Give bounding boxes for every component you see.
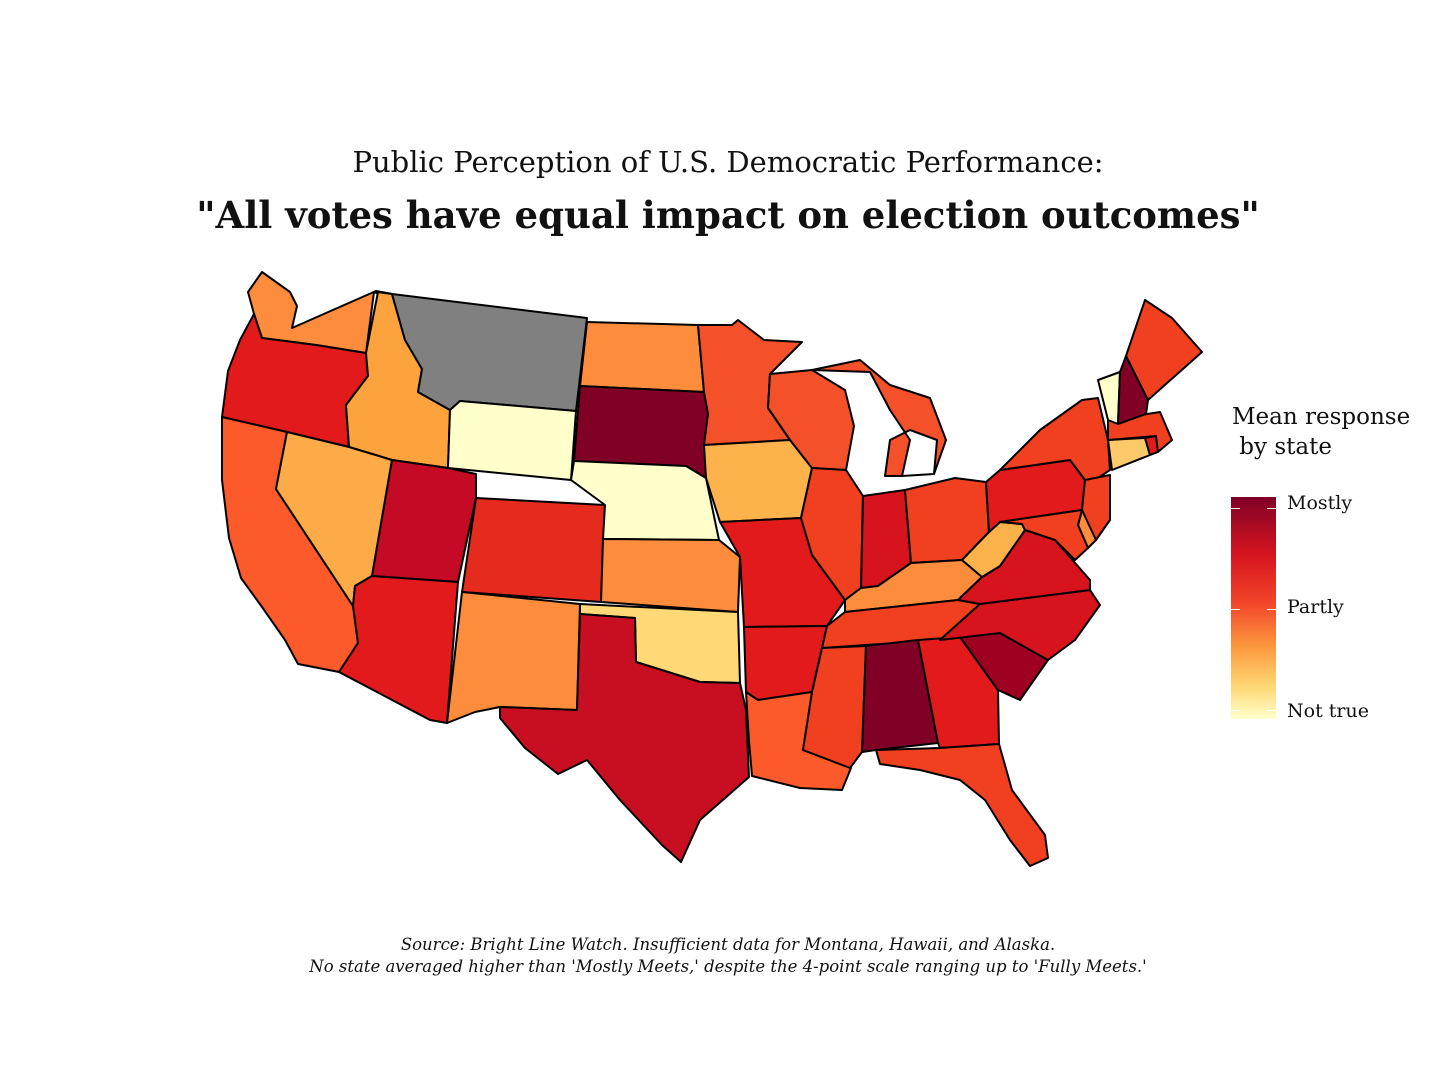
legend-tick-mid bbox=[1231, 609, 1240, 610]
state-IA bbox=[703, 439, 813, 523]
legend-tick-top bbox=[1231, 508, 1240, 509]
state-AZ bbox=[338, 575, 459, 724]
state-CO bbox=[461, 497, 606, 603]
state-KS bbox=[600, 538, 741, 613]
legend-tick-bottom bbox=[1231, 710, 1240, 711]
state-TX bbox=[499, 613, 750, 863]
legend-tick-bottom-right bbox=[1267, 710, 1276, 711]
state-NH bbox=[1117, 355, 1149, 425]
caption-line-2: No state averaged higher than 'Mostly Me… bbox=[309, 957, 1147, 976]
legend-color-bar bbox=[1231, 497, 1276, 719]
legend-tick-top-right bbox=[1267, 508, 1276, 509]
state-ND bbox=[579, 321, 705, 393]
legend-label-mostly: Mostly bbox=[1287, 492, 1353, 514]
state-FL bbox=[875, 743, 1049, 867]
caption-line-1: Source: Bright Line Watch. Insufficient … bbox=[400, 935, 1056, 954]
legend-tick-mid-right bbox=[1267, 609, 1276, 610]
state-MI bbox=[811, 359, 947, 477]
state-LA bbox=[745, 691, 852, 791]
map-title: "All votes have equal impact on election… bbox=[196, 193, 1260, 237]
state-MT bbox=[391, 293, 588, 412]
state-CT bbox=[1107, 437, 1151, 471]
state-MD bbox=[999, 509, 1089, 561]
legend-label-not-true: Not true bbox=[1287, 700, 1369, 722]
map-caption: Source: Bright Line Watch. Insufficient … bbox=[0, 934, 1456, 978]
state-ME bbox=[1125, 299, 1203, 401]
state-NM bbox=[446, 591, 581, 724]
legend-title: Mean response by state bbox=[1232, 404, 1411, 460]
state-AL bbox=[861, 639, 939, 753]
state-WY bbox=[447, 400, 577, 481]
legend-label-partly: Partly bbox=[1287, 596, 1344, 618]
map-subtitle: Public Perception of U.S. Democratic Per… bbox=[352, 145, 1104, 179]
